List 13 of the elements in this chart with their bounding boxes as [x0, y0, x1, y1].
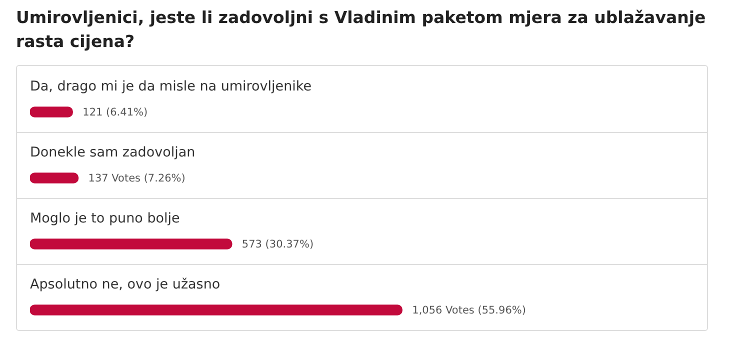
- data-label: 573 (30.37%): [242, 238, 314, 251]
- data-label: 121 (6.41%): [82, 106, 148, 119]
- y-tick-label: Da, drago mi je da misle na umirovljenike: [30, 78, 312, 94]
- bar: [30, 238, 232, 250]
- y-tick-label: Donekle sam zadovoljan: [30, 144, 196, 160]
- y-tick-label: Moglo je to puno bolje: [30, 210, 180, 226]
- chart-title: Umirovljenici, jeste li zadovoljni s Vladinim paketom mjera za ublažavanje rasta cijena?: [16, 7, 706, 53]
- data-label: 137 Votes (7.26%): [88, 172, 186, 185]
- bar: [30, 106, 73, 118]
- y-tick-label: Apsolutno ne, ovo je užasno: [30, 276, 220, 292]
- bar: [30, 304, 402, 316]
- data-label: 1,056 Votes (55.96%): [412, 304, 526, 317]
- bar: [30, 172, 79, 184]
